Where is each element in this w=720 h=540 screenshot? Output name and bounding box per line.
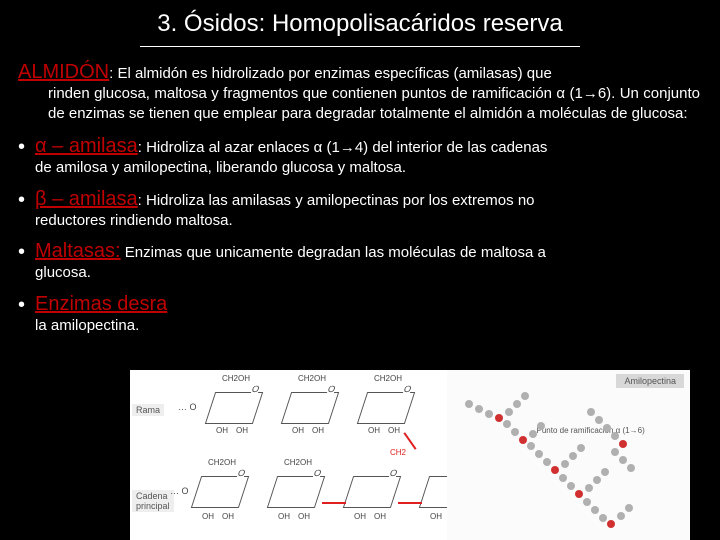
oh-label: OH: [222, 512, 234, 521]
bullet-marker: •: [18, 240, 25, 283]
sugar-ring-icon: [205, 392, 263, 424]
sugar-ring-icon: [191, 476, 249, 508]
red-bond-icon: [398, 502, 422, 504]
intro-term: ALMIDÓN: [18, 61, 109, 83]
oh-label: OH: [202, 512, 214, 521]
content-area: ALMIDÓN: El almidón es hidrolizado por e…: [0, 61, 720, 335]
bullet-alpha-amilasa: • α – amilasa: Hidroliza al azar enlaces…: [18, 135, 700, 178]
intro-lead: : El almidón es hidrolizado por enzimas …: [109, 65, 552, 82]
chemistry-diagram: Rama Cadena principal CH2OH CH2OH CH2OH …: [130, 370, 690, 540]
branch-point-label: Punto de ramificación α (1→6): [537, 426, 645, 435]
desc-beta-body: reductores rindiendo maltosa.: [35, 211, 700, 231]
desc-beta-lead: : Hidroliza las amilasas y amilopectinas…: [138, 192, 535, 209]
oh-label: OH: [292, 426, 304, 435]
intro-paragraph: ALMIDÓN: El almidón es hidrolizado por e…: [18, 61, 700, 123]
bullet-marker: •: [18, 293, 25, 336]
bullet-marker: •: [18, 135, 25, 178]
o-link: … O: [178, 402, 197, 412]
ch2oh-label: CH2OH: [208, 458, 236, 467]
desc-alpha-body: de amilosa y amilopectina, liberando glu…: [35, 158, 700, 178]
ch2oh-label: CH2OH: [222, 374, 250, 383]
desc-maltasas-body: glucosa.: [35, 263, 700, 283]
title-underline: [140, 46, 580, 47]
red-bond-icon: [322, 502, 346, 504]
oh-label: OH: [388, 426, 400, 435]
desc-maltasas-lead: Enzimas que unicamente degradan las molé…: [121, 244, 546, 261]
oh-label: OH: [216, 426, 228, 435]
desc-desra-body: la amilopectina.: [35, 316, 700, 336]
amylopectin-3d: Amilopectina Punto de ramificación α (1→…: [447, 370, 690, 540]
oh-label: OH: [368, 426, 380, 435]
bullet-enzimas-desra: • Enzimas desra la amilopectina.: [18, 293, 700, 336]
glycoside-structure: Rama Cadena principal CH2OH CH2OH CH2OH …: [130, 370, 447, 540]
sugar-ring-icon: [357, 392, 415, 424]
ch2-label: CH2: [390, 448, 406, 457]
rama-label: Rama: [132, 404, 164, 416]
term-beta: β – amilasa: [35, 188, 138, 210]
oh-label: OH: [236, 426, 248, 435]
oh-label: OH: [278, 512, 290, 521]
bullet-maltasas: • Maltasas: Enzimas que unicamente degra…: [18, 240, 700, 283]
sugar-ring-icon: [343, 476, 401, 508]
ch2oh-label: CH2OH: [298, 374, 326, 383]
cadena-label: Cadena principal: [132, 490, 174, 512]
oh-label: OH: [298, 512, 310, 521]
oh-label: OH: [374, 512, 386, 521]
o-link: … O: [170, 486, 189, 496]
oh-label: OH: [430, 512, 442, 521]
term-maltasas: Maltasas:: [35, 240, 121, 262]
term-alpha: α – amilasa: [35, 135, 138, 157]
oh-label: OH: [354, 512, 366, 521]
sugar-ring-icon: [267, 476, 325, 508]
intro-body: rinden glucosa, maltosa y fragmentos que…: [18, 84, 700, 123]
oh-label: OH: [312, 426, 324, 435]
ch2oh-label: CH2OH: [284, 458, 312, 467]
bullet-beta-amilasa: • β – amilasa: Hidroliza las amilasas y …: [18, 188, 700, 231]
term-desra: Enzimas desra: [35, 293, 167, 315]
page-title: 3. Ósidos: Homopolisacáridos reserva: [157, 10, 563, 37]
desc-alpha-lead: : Hidroliza al azar enlaces α (1→4) del …: [138, 139, 548, 156]
sugar-ring-icon: [281, 392, 339, 424]
bullet-marker: •: [18, 188, 25, 231]
ch2oh-label: CH2OH: [374, 374, 402, 383]
amilopectina-label: Amilopectina: [616, 374, 684, 388]
